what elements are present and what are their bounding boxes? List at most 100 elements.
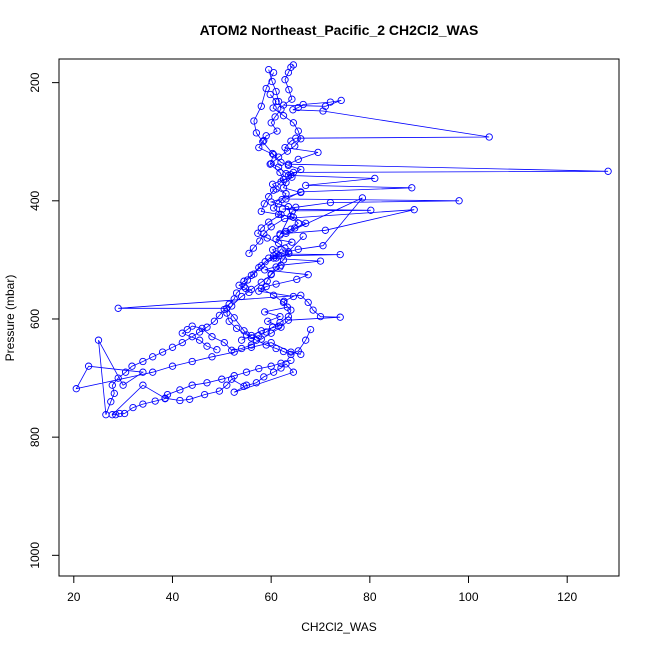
data-point [316,257,325,265]
data-point [274,239,283,247]
series-line [248,72,415,254]
y-tick-label: 800 [28,427,42,447]
data-point [158,348,167,356]
data-point [203,323,211,331]
data-point [223,381,231,389]
data-point [284,68,293,77]
y-tick-label: 200 [28,72,42,92]
data-point [284,316,293,324]
data-point [321,102,330,110]
data-point [279,256,288,264]
data-point [287,137,295,145]
y-axis-label: Pressure (mbar) [3,275,17,362]
data-point [242,368,251,376]
data-point [242,381,251,389]
data-point [272,97,280,106]
data-point [279,112,288,120]
data-point [186,395,194,403]
data-point [279,184,288,192]
data-point [297,188,305,197]
data-point [277,105,285,113]
data-point [245,249,253,258]
data-point [282,229,290,237]
data-point [309,306,317,314]
data-point [287,212,295,220]
data-point [178,338,186,347]
data-point [116,409,124,418]
data-point [139,400,147,408]
data-point [129,403,137,412]
data-point [249,244,258,252]
data-point [230,314,238,322]
data-point [410,206,418,214]
data-point [210,317,219,325]
data-point [267,362,275,370]
data-point [281,143,289,152]
data-point [255,143,263,152]
data-point [269,186,278,194]
data-point [139,368,147,376]
data-point [188,357,196,366]
data-point [257,224,265,232]
data-point [274,163,283,171]
data-point [284,203,293,211]
data-point [604,167,612,175]
data-point [268,149,277,158]
data-point [178,329,186,337]
data-point [247,343,256,351]
data-point [285,86,293,94]
data-point [250,270,258,278]
data-point [188,333,196,341]
data-point [240,282,248,291]
data-point [283,147,292,155]
data-point [242,331,251,339]
data-point [119,381,127,389]
data-point [274,153,283,161]
data-point [272,87,280,96]
plot-area [72,61,612,419]
data-point [215,387,224,395]
y-tick-label: 1000 [28,542,42,569]
data-point [302,181,310,190]
data-point [269,68,278,77]
data-point [257,262,265,270]
data-point [149,368,157,376]
data-point [269,254,278,262]
data-point [294,245,302,253]
data-point [161,394,169,402]
data-point [223,309,231,317]
data-point [110,389,118,398]
data-point [163,390,172,399]
data-point [267,329,275,337]
data-point [255,364,263,373]
data-point [252,129,261,137]
data-point [232,324,241,333]
data-point [277,245,285,253]
x-axis: 20 40 60 80 100 120 [67,576,578,604]
data-point [267,119,275,127]
profile-series [72,245,305,419]
data-point [321,226,330,234]
data-point [266,90,274,99]
data-point [455,197,463,205]
data-point [284,312,293,321]
data-point [230,348,238,356]
data-point [262,341,270,349]
data-point [208,333,216,341]
data-point [200,390,209,399]
data-point [277,359,285,367]
y-tick-label: 400 [28,190,42,210]
data-point [230,388,238,396]
data-point [256,237,264,245]
data-point [139,357,147,366]
data-point [291,142,299,150]
data-point [297,291,305,299]
data-point [255,331,263,340]
data-point [297,165,305,174]
profile-series [114,232,344,354]
data-point [237,344,246,353]
data-point [262,84,270,93]
x-tick-label: 40 [166,590,180,604]
data-point [260,373,268,381]
